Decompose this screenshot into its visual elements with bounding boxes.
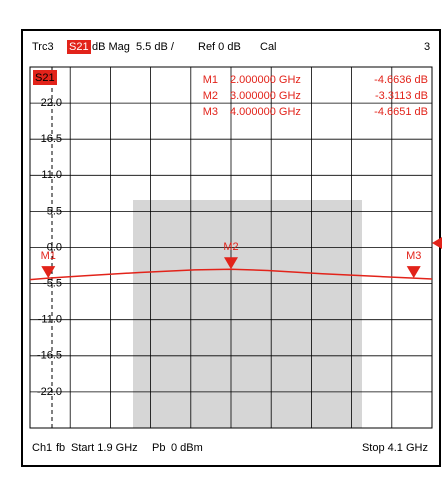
header-text: Trc3 bbox=[32, 41, 54, 53]
y-tick-label: 11.0 bbox=[41, 169, 62, 181]
marker-table-x: 3.000000 GHz bbox=[230, 90, 301, 102]
marker-table-value: -4.6651 dB bbox=[374, 106, 428, 118]
marker-table-x: 2.000000 GHz bbox=[230, 74, 301, 86]
footer-text: fb bbox=[56, 442, 65, 454]
y-tick-label: 5.5 bbox=[47, 205, 62, 217]
marker-table-name: M3 bbox=[203, 106, 218, 118]
y-tick-label: -16.5 bbox=[37, 350, 62, 362]
trace-label: S21 bbox=[35, 72, 55, 84]
y-tick-label: 22.0 bbox=[41, 97, 62, 109]
y-tick-label: -22.0 bbox=[37, 386, 62, 398]
footer-text: Start 1.9 GHz bbox=[71, 442, 138, 454]
marker-table-value: -3.3113 dB bbox=[375, 90, 428, 102]
marker-label: M3 bbox=[406, 250, 421, 262]
y-tick-label: -11.0 bbox=[38, 314, 62, 326]
marker-table-value: -4.6636 dB bbox=[374, 74, 428, 86]
marker-label: M2 bbox=[223, 241, 238, 253]
footer-text: Stop 4.1 GHz bbox=[362, 442, 428, 454]
marker-triangle bbox=[41, 266, 56, 279]
marker-label: M1 bbox=[41, 250, 56, 262]
y-tick-label: 0.0 bbox=[47, 241, 62, 253]
header-text: Cal bbox=[260, 41, 277, 53]
footer-text: Pb bbox=[152, 442, 165, 454]
header-text: dB Mag bbox=[92, 41, 130, 53]
footer-text: Ch1 bbox=[32, 442, 52, 454]
y-tick-label: -5.5 bbox=[43, 278, 62, 290]
header-text: 3 bbox=[424, 41, 430, 53]
ref-indicator bbox=[432, 237, 442, 249]
highlight-region bbox=[133, 200, 362, 428]
marker-triangle bbox=[406, 266, 421, 279]
footer-text: 0 dBm bbox=[171, 442, 203, 454]
header-text: Ref 0 dB bbox=[198, 41, 241, 53]
trace-badge bbox=[67, 40, 91, 54]
marker-triangle bbox=[224, 257, 238, 270]
header-text: S21 bbox=[69, 41, 89, 53]
trace-label-badge bbox=[33, 70, 57, 85]
marker-table-name: M2 bbox=[203, 90, 218, 102]
y-tick-label: 16.5 bbox=[41, 133, 62, 145]
marker-table-x: 4.000000 GHz bbox=[230, 106, 301, 118]
header-text: 5.5 dB / bbox=[136, 41, 175, 53]
marker-table-name: M1 bbox=[203, 74, 218, 86]
